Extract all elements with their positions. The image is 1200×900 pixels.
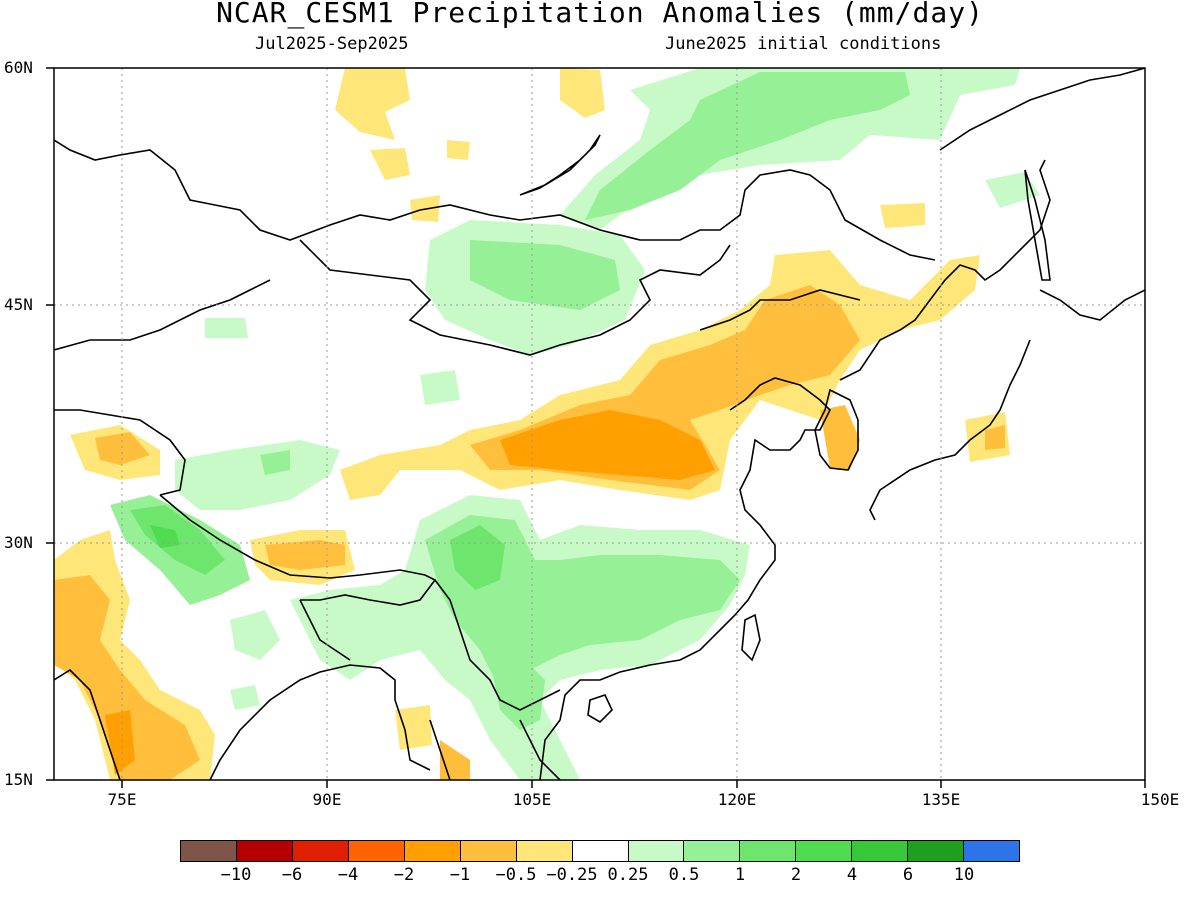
dry-band-north-china-strong	[500, 410, 715, 480]
colorbar-swatch	[236, 841, 293, 861]
wet-himalaya-max	[150, 525, 180, 548]
colorbar-tick-label: −0.25	[546, 865, 598, 885]
wet-patch-center	[420, 370, 460, 405]
border-himalaya	[159, 494, 437, 606]
map-frame	[53, 67, 1146, 781]
coast-sakhalin	[1024, 169, 1051, 281]
colorbar-swatch	[460, 841, 517, 861]
gridlines	[54, 68, 1145, 780]
colorbar-swatch	[292, 841, 349, 861]
coast-india-east	[209, 664, 431, 780]
coast-indochina	[429, 719, 561, 780]
dry-patch-pamir-med	[95, 432, 150, 465]
coast-lake-baikal	[519, 134, 601, 196]
coastlines	[54, 68, 1145, 780]
colorbar-swatch	[684, 841, 741, 861]
colorbar-tick-label: 4	[846, 865, 858, 885]
dry-patch-korea	[820, 405, 860, 470]
dry-patch-siberia-west	[335, 68, 410, 140]
colorbar-tick-label: 2	[790, 865, 802, 885]
coast-japan-hokkaido	[1039, 289, 1145, 321]
colorbar-tick-label: 0.5	[668, 865, 700, 885]
dry-patch-bangladesh	[395, 705, 432, 750]
colorbar-swatch	[516, 841, 573, 861]
colorbar-tick-label: −6	[281, 865, 303, 885]
anomaly-shading	[54, 68, 1040, 780]
wet-patch-nepal	[230, 610, 280, 660]
border-china-ne	[699, 289, 861, 331]
wet-tibet-spot	[260, 450, 290, 475]
lat-label-30n: 30N	[4, 533, 33, 552]
wet-east-asia-med	[425, 515, 740, 690]
dry-patch-small-1	[370, 148, 410, 180]
colorbar-tick-label: −4	[337, 865, 359, 885]
coast-china-east	[539, 377, 831, 780]
wet-sichuan-strong	[450, 525, 505, 590]
colorbar-swatch	[740, 841, 797, 861]
wet-patch-india-east	[230, 685, 260, 710]
colorbar-swatch	[572, 841, 629, 861]
colorbar-tick-label: −10	[220, 865, 252, 885]
lon-label-135e: 135E	[921, 790, 961, 809]
colorbar-swatch	[852, 841, 909, 861]
border-myanmar	[434, 579, 561, 711]
dry-india-med	[54, 575, 200, 780]
colorbar-tick-label: 6	[902, 865, 914, 885]
dry-tibet-south-med	[265, 540, 345, 570]
dry-patch-bay	[440, 740, 470, 780]
colorbar-tick-label: −2	[393, 865, 415, 885]
colorbar-tick-label: −1	[449, 865, 471, 885]
colorbar-swatch	[964, 841, 1020, 861]
colorbar-tick-label: 10	[953, 865, 975, 885]
wet-tibet-west	[175, 440, 340, 510]
dry-patch-siberia-mid	[560, 68, 605, 118]
border-india-nepal	[299, 599, 351, 661]
coast-hainan	[587, 694, 613, 724]
forecast-period: Jul2025-Sep2025	[255, 34, 409, 54]
colorbar-swatch	[628, 841, 685, 861]
wet-patch-west	[205, 318, 248, 338]
dry-patch-small-2	[447, 140, 470, 160]
coast-mongolia-border	[299, 239, 731, 356]
lon-label-120e: 120E	[717, 790, 757, 809]
coast-arctic-west	[54, 139, 936, 261]
lon-label-150e: 150E	[1140, 790, 1180, 809]
lat-label-15n: 15N	[4, 770, 33, 789]
lon-label-90e: 90E	[312, 790, 342, 809]
border-central-asia	[54, 409, 186, 496]
dry-patch-japan-med	[985, 425, 1005, 450]
lon-label-75e: 75E	[107, 790, 137, 809]
coast-india-west	[54, 668, 121, 780]
coast-japan-honshu	[869, 339, 1031, 521]
coast-kamchatka	[939, 68, 1145, 151]
colorbar-swatch	[181, 841, 237, 861]
axis-ticks	[46, 67, 1146, 788]
colorbar	[180, 840, 1020, 862]
border-caspian-region	[54, 279, 271, 351]
lat-label-60n: 60N	[4, 58, 33, 77]
wet-mongolia-inner	[470, 240, 620, 310]
lon-label-105e: 105E	[512, 790, 552, 809]
map-title: NCAR_CESM1 Precipitation Anomalies (mm/d…	[216, 0, 984, 29]
dry-patch-amur	[880, 203, 925, 228]
colorbar-tick-label: 0.25	[607, 865, 649, 885]
coast-korea-peninsula	[814, 388, 859, 471]
colorbar-swatch	[908, 841, 965, 861]
colorbar-swatch	[404, 841, 461, 861]
colorbar-swatch	[348, 841, 405, 861]
initial-conditions: June2025 initial conditions	[665, 34, 942, 54]
colorbar-tick-label: −0.5	[495, 865, 537, 885]
coast-korea	[839, 159, 1051, 381]
colorbar-tick-label: 1	[734, 865, 746, 885]
lat-label-45n: 45N	[4, 295, 33, 314]
wet-band-north	[560, 68, 1020, 230]
colorbar-swatch	[796, 841, 853, 861]
wet-band-north-med	[585, 72, 910, 220]
coast-taiwan	[741, 613, 761, 662]
wet-myanmar	[490, 655, 545, 730]
